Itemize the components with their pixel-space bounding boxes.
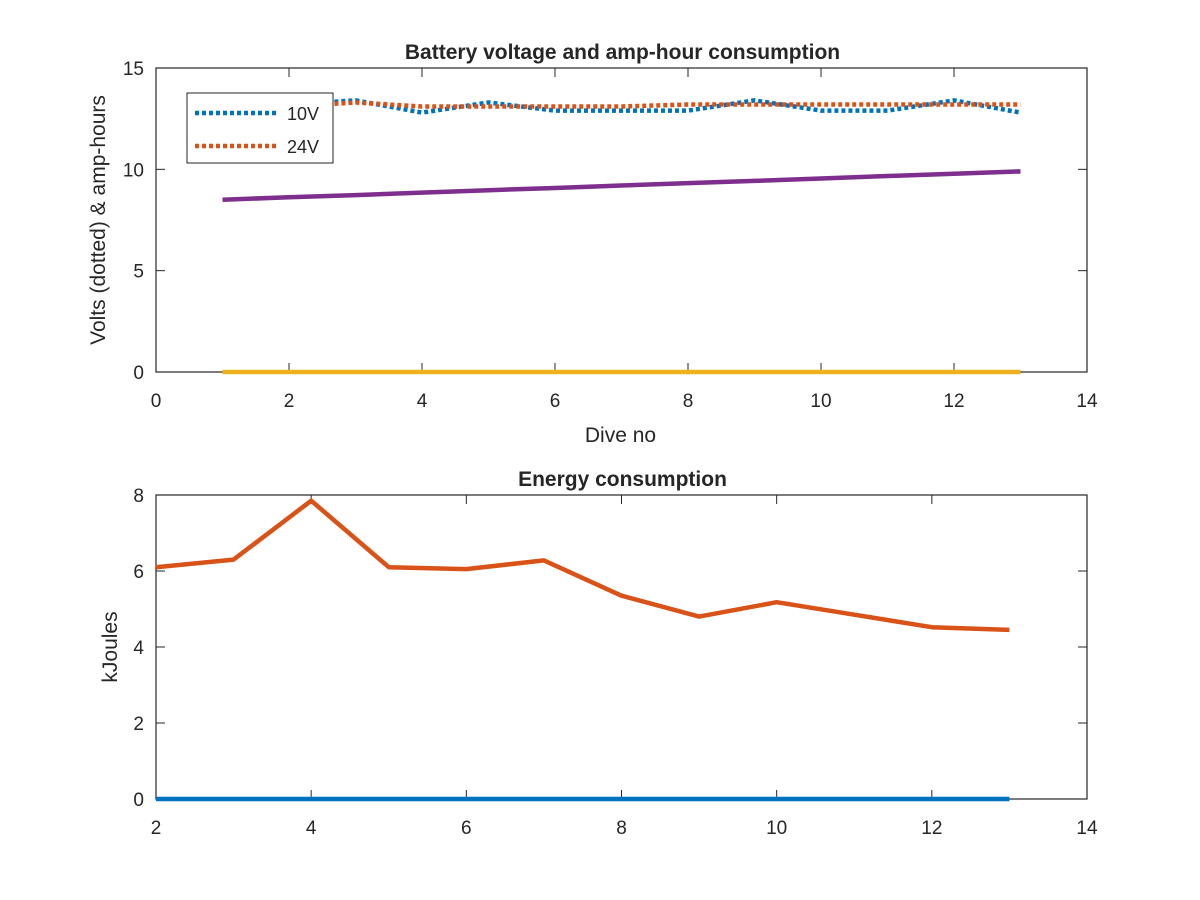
series-line-24v [222, 100, 1021, 109]
x-tick-label: 10 [766, 818, 787, 839]
chart-title: Energy consumption [518, 468, 727, 491]
legend: 10V 24V [186, 92, 334, 164]
x-tick-label: 0 [151, 391, 162, 412]
chart-title: Battery voltage and amp-hour consumption [405, 41, 840, 64]
x-tick-label: 6 [461, 818, 472, 839]
y-axis-label: Volts (dotted) & amp-hours [87, 95, 110, 345]
plot-area [155, 494, 1088, 800]
series-line-3 [222, 169, 1021, 202]
x-tick-label: 14 [1076, 818, 1098, 839]
y-tick-label: 8 [133, 486, 144, 507]
x-tick-label: 8 [616, 818, 627, 839]
x-tick-label: 2 [284, 391, 295, 412]
series-line-2 [155, 498, 1010, 633]
legend-box [186, 92, 334, 164]
y-tick-label: 0 [133, 363, 144, 384]
x-tick-label: 14 [1076, 391, 1098, 412]
y-tick-label: 0 [133, 790, 144, 811]
legend-label-10v: 10V [287, 104, 319, 124]
y-tick-label: 5 [133, 262, 144, 283]
x-tick-label: 2 [151, 818, 162, 839]
x-tick-label: 12 [943, 391, 964, 412]
legend-label-24v: 24V [287, 137, 319, 157]
x-tick-label: 4 [306, 818, 317, 839]
y-tick-label: 15 [123, 59, 144, 80]
y-tick-label: 6 [133, 562, 144, 583]
x-tick-label: 8 [683, 391, 694, 412]
y-tick-label: 2 [133, 714, 144, 735]
y-axis-label: kJoules [99, 611, 122, 682]
y-tick-label: 4 [133, 638, 144, 659]
x-axis-label: Dive no [585, 424, 656, 447]
x-tick-label: 4 [417, 391, 428, 412]
x-tick-label: 10 [810, 391, 831, 412]
y-tick-label: 10 [123, 160, 144, 181]
x-tick-label: 6 [550, 391, 561, 412]
voltage-chart: 0 2 4 6 8 10 12 14 0 5 10 15 Battery voltage and amp… [87, 41, 1098, 447]
x-tick-label: 12 [921, 818, 942, 839]
